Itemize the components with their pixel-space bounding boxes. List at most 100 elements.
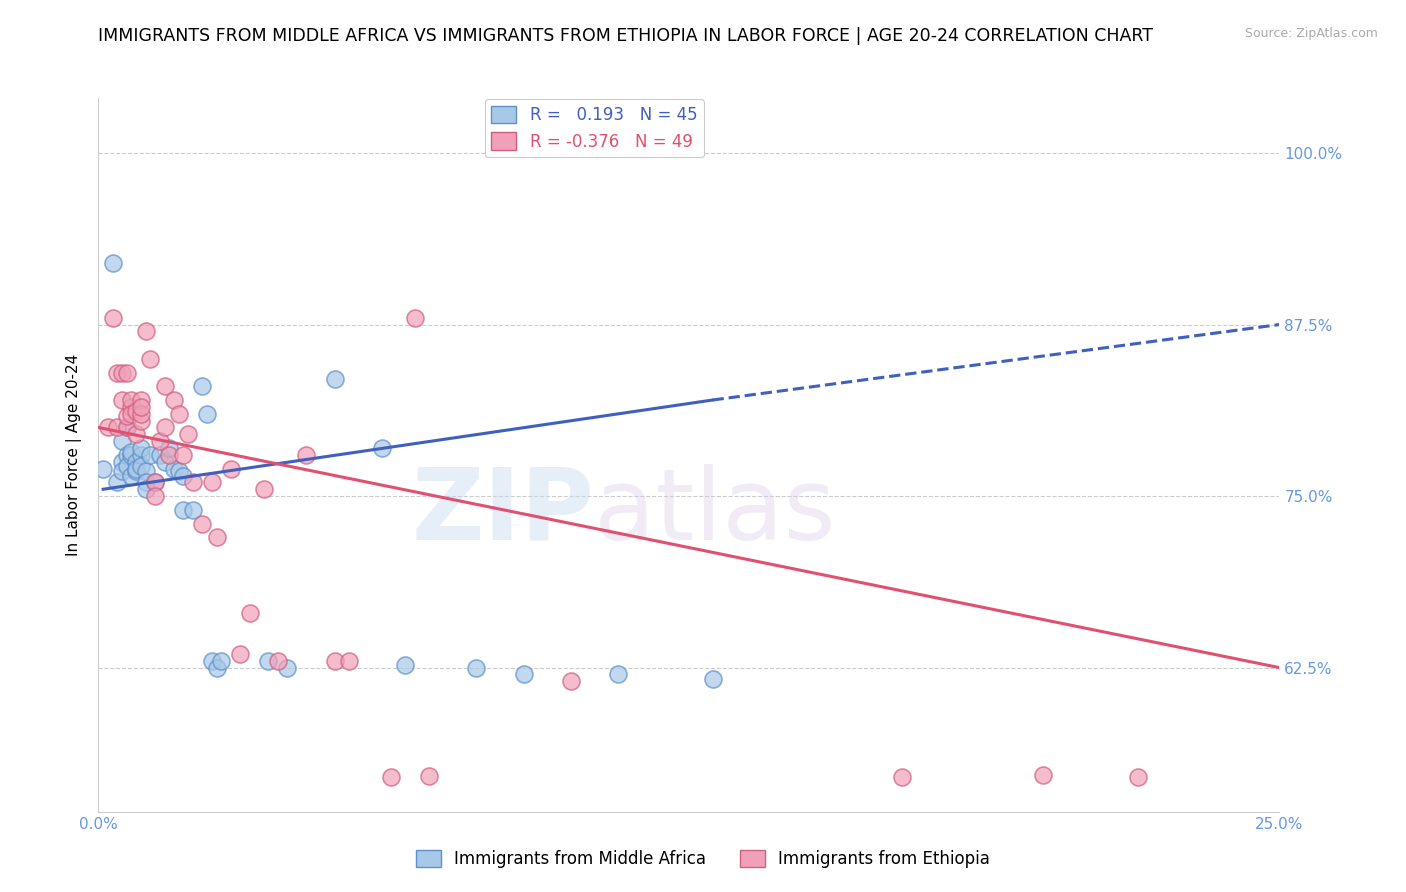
Point (276, 660, 298, 674)
Point (163, 392, 186, 407)
Point (337, 654, 360, 668)
Point (129, 407, 152, 421)
Point (101, 310, 124, 325)
Point (163, 461, 186, 475)
Point (111, 464, 134, 478)
Point (111, 455, 134, 469)
Point (121, 448, 143, 462)
Y-axis label: In Labor Force | Age 20-24: In Labor Force | Age 20-24 (66, 354, 83, 556)
Point (149, 434, 172, 449)
Point (115, 458, 138, 473)
Point (323, 372, 346, 386)
Point (253, 482, 276, 496)
Point (1032, 767, 1054, 781)
Point (105, 475, 128, 490)
Point (172, 448, 194, 462)
Point (129, 458, 152, 473)
Point (153, 379, 176, 393)
Point (143, 475, 166, 490)
Point (219, 461, 242, 475)
Point (512, 667, 534, 681)
Point (209, 654, 232, 668)
Point (125, 461, 148, 475)
Point (121, 407, 143, 421)
Point (115, 420, 138, 434)
Point (153, 420, 176, 434)
Point (167, 464, 190, 478)
Point (465, 660, 488, 674)
Point (135, 464, 157, 478)
Legend: R =   0.193   N = 45, R = -0.376   N = 49: R = 0.193 N = 45, R = -0.376 N = 49 (485, 99, 704, 157)
Text: Source: ZipAtlas.com: Source: ZipAtlas.com (1244, 27, 1378, 40)
Legend: Immigrants from Middle Africa, Immigrants from Ethiopia: Immigrants from Middle Africa, Immigrant… (409, 843, 997, 875)
Point (129, 400, 152, 414)
Point (191, 379, 214, 393)
Point (101, 256, 124, 270)
Point (201, 475, 224, 490)
Point (125, 404, 148, 418)
Point (404, 310, 426, 325)
Point (143, 475, 166, 490)
Point (135, 475, 157, 490)
Point (111, 392, 134, 407)
Point (129, 392, 152, 407)
Point (560, 674, 582, 689)
Point (139, 448, 162, 462)
Point (111, 434, 134, 449)
Point (205, 530, 228, 544)
Point (191, 516, 214, 531)
Point (111, 366, 134, 380)
Point (702, 672, 724, 686)
Point (115, 366, 138, 380)
Point (172, 503, 194, 517)
Point (239, 606, 262, 620)
Point (143, 489, 166, 503)
Point (157, 448, 180, 462)
Point (195, 407, 218, 421)
Point (125, 455, 148, 469)
Point (323, 654, 346, 668)
Point (167, 407, 190, 421)
Point (129, 414, 152, 428)
Point (229, 647, 252, 661)
Point (149, 448, 172, 462)
Point (607, 667, 630, 681)
Point (121, 400, 143, 414)
Point (139, 351, 162, 366)
Point (115, 420, 138, 434)
Point (121, 445, 143, 459)
Point (115, 409, 138, 424)
Point (890, 771, 912, 785)
Point (267, 654, 290, 668)
Point (295, 448, 318, 462)
Point (153, 455, 176, 469)
Point (418, 769, 440, 783)
Point (121, 392, 143, 407)
Point (205, 660, 228, 674)
Point (121, 468, 143, 483)
Text: ZIP: ZIP (412, 464, 595, 560)
Point (157, 441, 180, 455)
Point (105, 366, 128, 380)
Point (257, 654, 280, 668)
Point (201, 654, 224, 668)
Point (181, 475, 204, 490)
Point (181, 503, 204, 517)
Point (135, 325, 157, 339)
Point (91, 461, 114, 475)
Point (1126, 771, 1149, 785)
Point (129, 441, 152, 455)
Point (394, 657, 416, 672)
Point (115, 448, 138, 462)
Point (129, 448, 152, 462)
Text: atlas: atlas (595, 464, 837, 560)
Point (97, 420, 120, 434)
Point (125, 464, 148, 478)
Point (105, 420, 128, 434)
Text: IMMIGRANTS FROM MIDDLE AFRICA VS IMMIGRANTS FROM ETHIOPIA IN LABOR FORCE | AGE 2: IMMIGRANTS FROM MIDDLE AFRICA VS IMMIGRA… (98, 27, 1153, 45)
Point (125, 427, 148, 442)
Point (380, 771, 402, 785)
Point (371, 441, 394, 455)
Point (135, 482, 157, 496)
Point (177, 427, 200, 442)
